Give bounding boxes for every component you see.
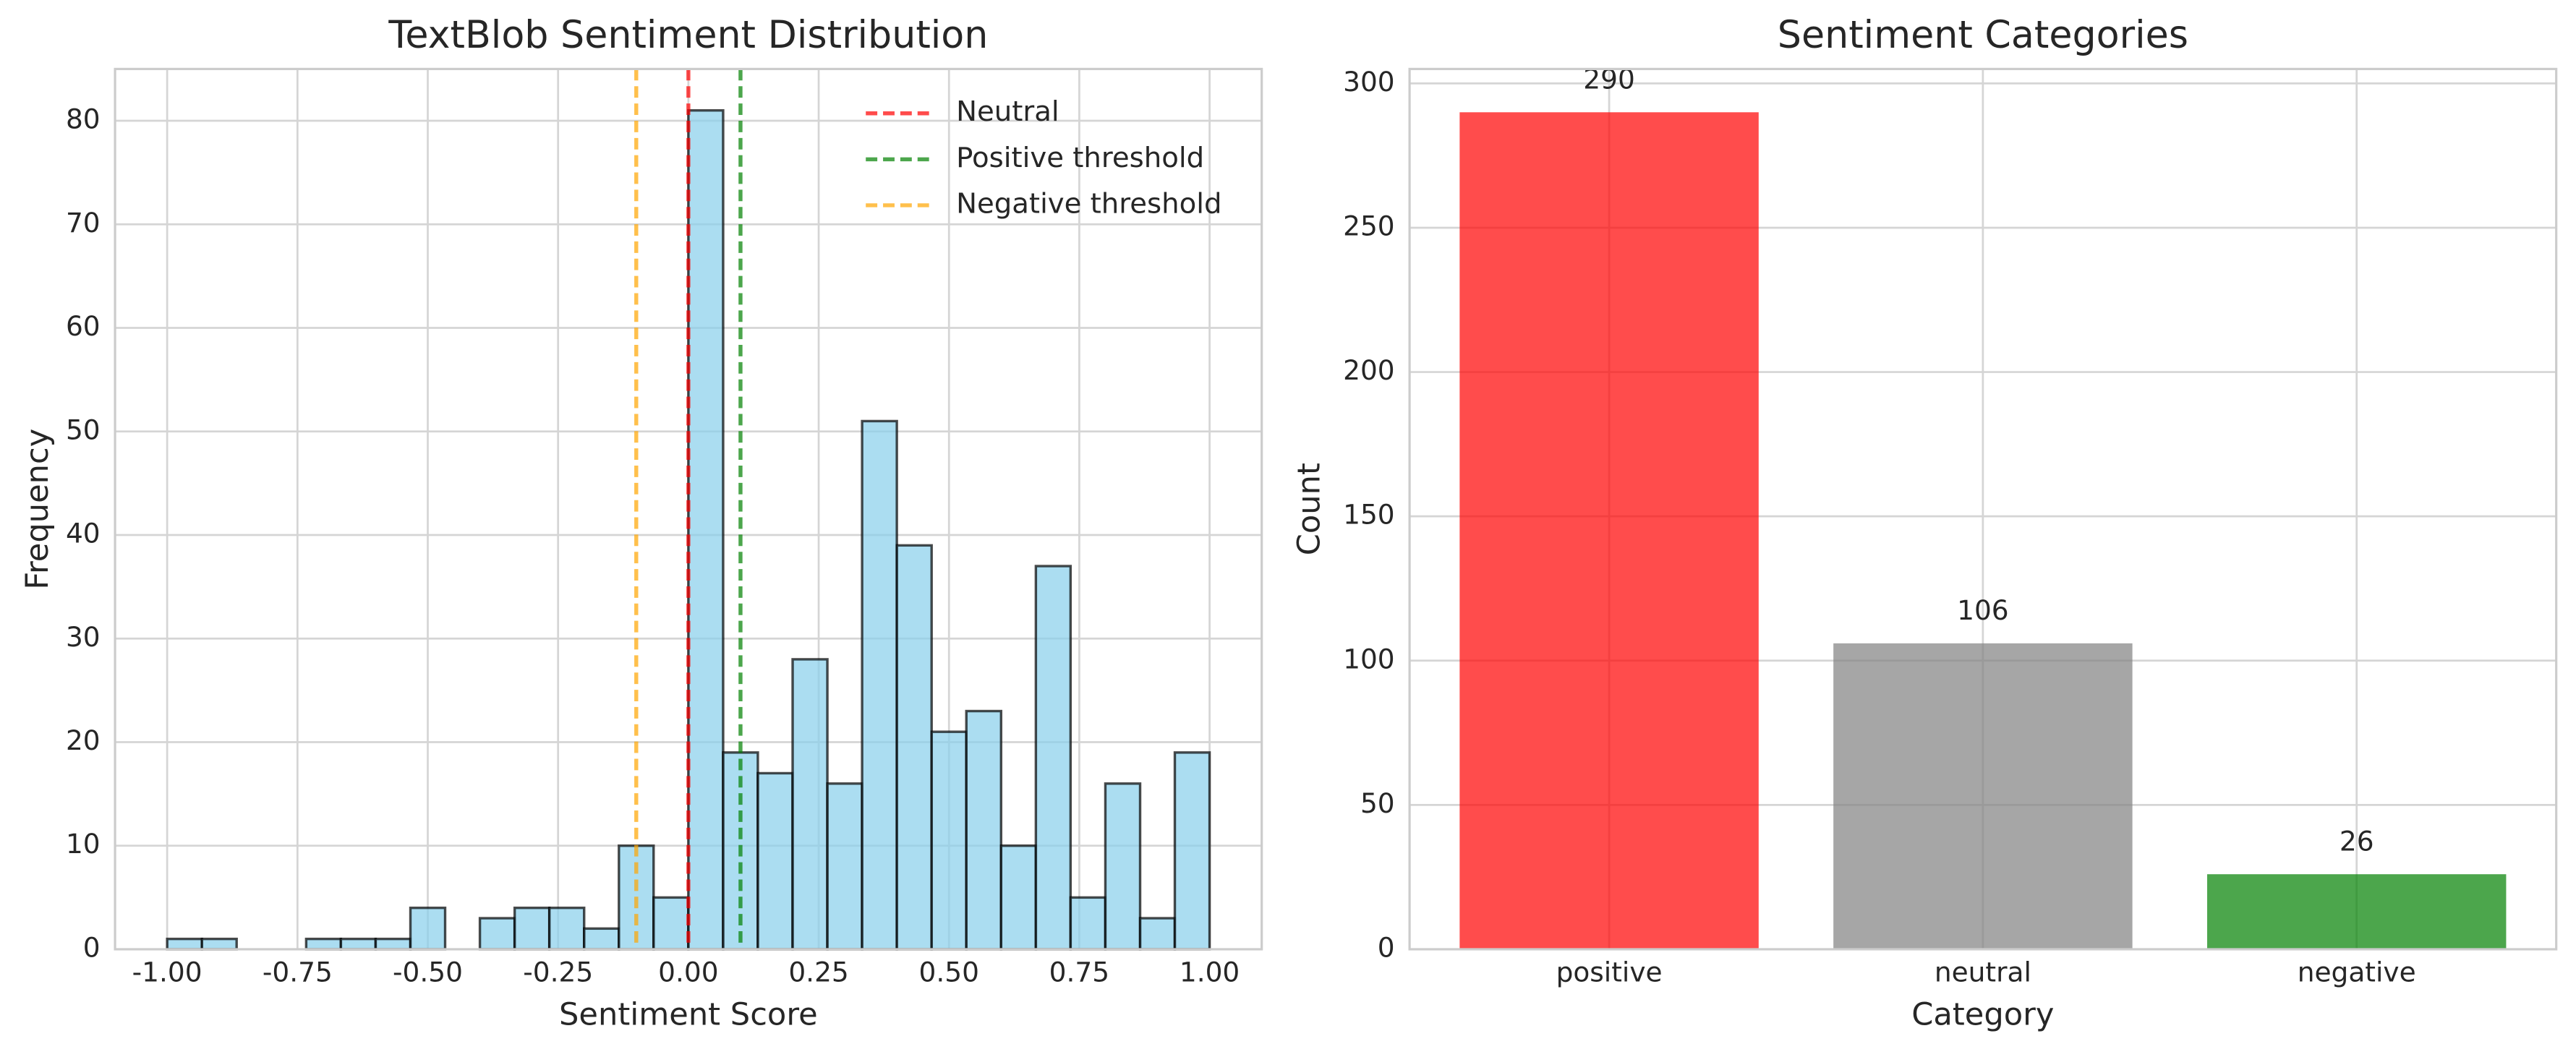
histogram-bar	[861, 419, 898, 951]
histogram-bar	[478, 917, 516, 951]
y-tick-label: 40	[66, 518, 101, 549]
legend-label: Negative threshold	[956, 187, 1221, 220]
legend-label: Neutral	[956, 95, 1059, 128]
histogram-bar	[339, 937, 378, 951]
x-tick-label: 0.75	[1049, 957, 1109, 988]
histogram-bar	[1069, 896, 1107, 951]
axes-frame	[1408, 67, 2558, 951]
y-tick-label: 200	[1343, 354, 1395, 386]
histogram-bar	[791, 658, 829, 951]
y-tick-label: 70	[66, 207, 101, 239]
x-tick-label: 1.00	[1180, 957, 1240, 988]
x-tick-label: 0.50	[919, 957, 979, 988]
histogram-bar	[583, 927, 620, 951]
y-tick-label: 0	[1378, 931, 1395, 963]
x-tick-label: positive	[1556, 957, 1663, 988]
histogram-bar	[999, 844, 1038, 951]
x-tick-label: -0.25	[523, 957, 593, 988]
histogram-bar	[930, 730, 968, 951]
y-tick-label: 300	[1343, 66, 1395, 98]
histogram-bar	[1138, 917, 1177, 951]
y-tick-label: 20	[66, 724, 101, 756]
y-tick-label: 10	[66, 828, 101, 860]
histogram-bar	[1173, 751, 1211, 951]
bar	[1833, 643, 2133, 949]
histogram-bar	[409, 906, 447, 951]
x-axis-label: Sentiment Score	[559, 997, 818, 1033]
x-tick-label: neutral	[1935, 957, 2031, 988]
bar	[1459, 112, 1759, 949]
x-tick-label: -0.75	[263, 957, 333, 988]
y-tick-label: 0	[83, 931, 101, 963]
x-tick-label: -0.50	[393, 957, 463, 988]
histogram-bar	[547, 906, 586, 951]
bar	[2206, 874, 2507, 949]
x-tick-label: 0.00	[658, 957, 718, 988]
histogram-bar	[756, 771, 794, 951]
x-tick-label: 0.25	[788, 957, 848, 988]
chart-title: Sentiment Categories	[1778, 14, 2188, 57]
y-tick-label: 100	[1343, 643, 1395, 675]
histogram-bar	[513, 906, 551, 951]
histogram-bar	[166, 937, 203, 951]
histogram-bar	[1104, 782, 1142, 951]
axes-frame	[114, 67, 1263, 951]
y-tick-label: 80	[66, 103, 101, 135]
legend-label: Positive threshold	[956, 142, 1204, 174]
histogram-bar	[652, 896, 690, 951]
histogram-bar	[687, 109, 725, 951]
histogram-bar	[374, 937, 412, 951]
y-tick-label: 250	[1343, 210, 1395, 241]
y-axis-label: Count	[1291, 463, 1327, 555]
histogram-bar	[895, 544, 933, 951]
y-tick-label: 50	[66, 414, 101, 445]
y-tick-label: 150	[1343, 499, 1395, 531]
x-tick-label: -1.00	[132, 957, 202, 988]
value-label: 26	[2340, 826, 2374, 857]
y-tick-label: 50	[1360, 787, 1395, 819]
histogram-bar	[200, 937, 238, 951]
chart-title: TextBlob Sentiment Distribution	[388, 14, 988, 57]
y-axis-label: Frequency	[20, 429, 56, 590]
y-tick-label: 30	[66, 621, 101, 653]
histogram-bar	[965, 709, 1003, 951]
histogram-bar	[304, 937, 343, 951]
value-label: 106	[1957, 594, 2009, 626]
y-tick-label: 60	[66, 310, 101, 342]
x-axis-label: Category	[1911, 997, 2054, 1033]
histogram-bar	[826, 782, 863, 951]
x-tick-label: negative	[2298, 957, 2416, 988]
histogram-bar	[1034, 565, 1072, 951]
